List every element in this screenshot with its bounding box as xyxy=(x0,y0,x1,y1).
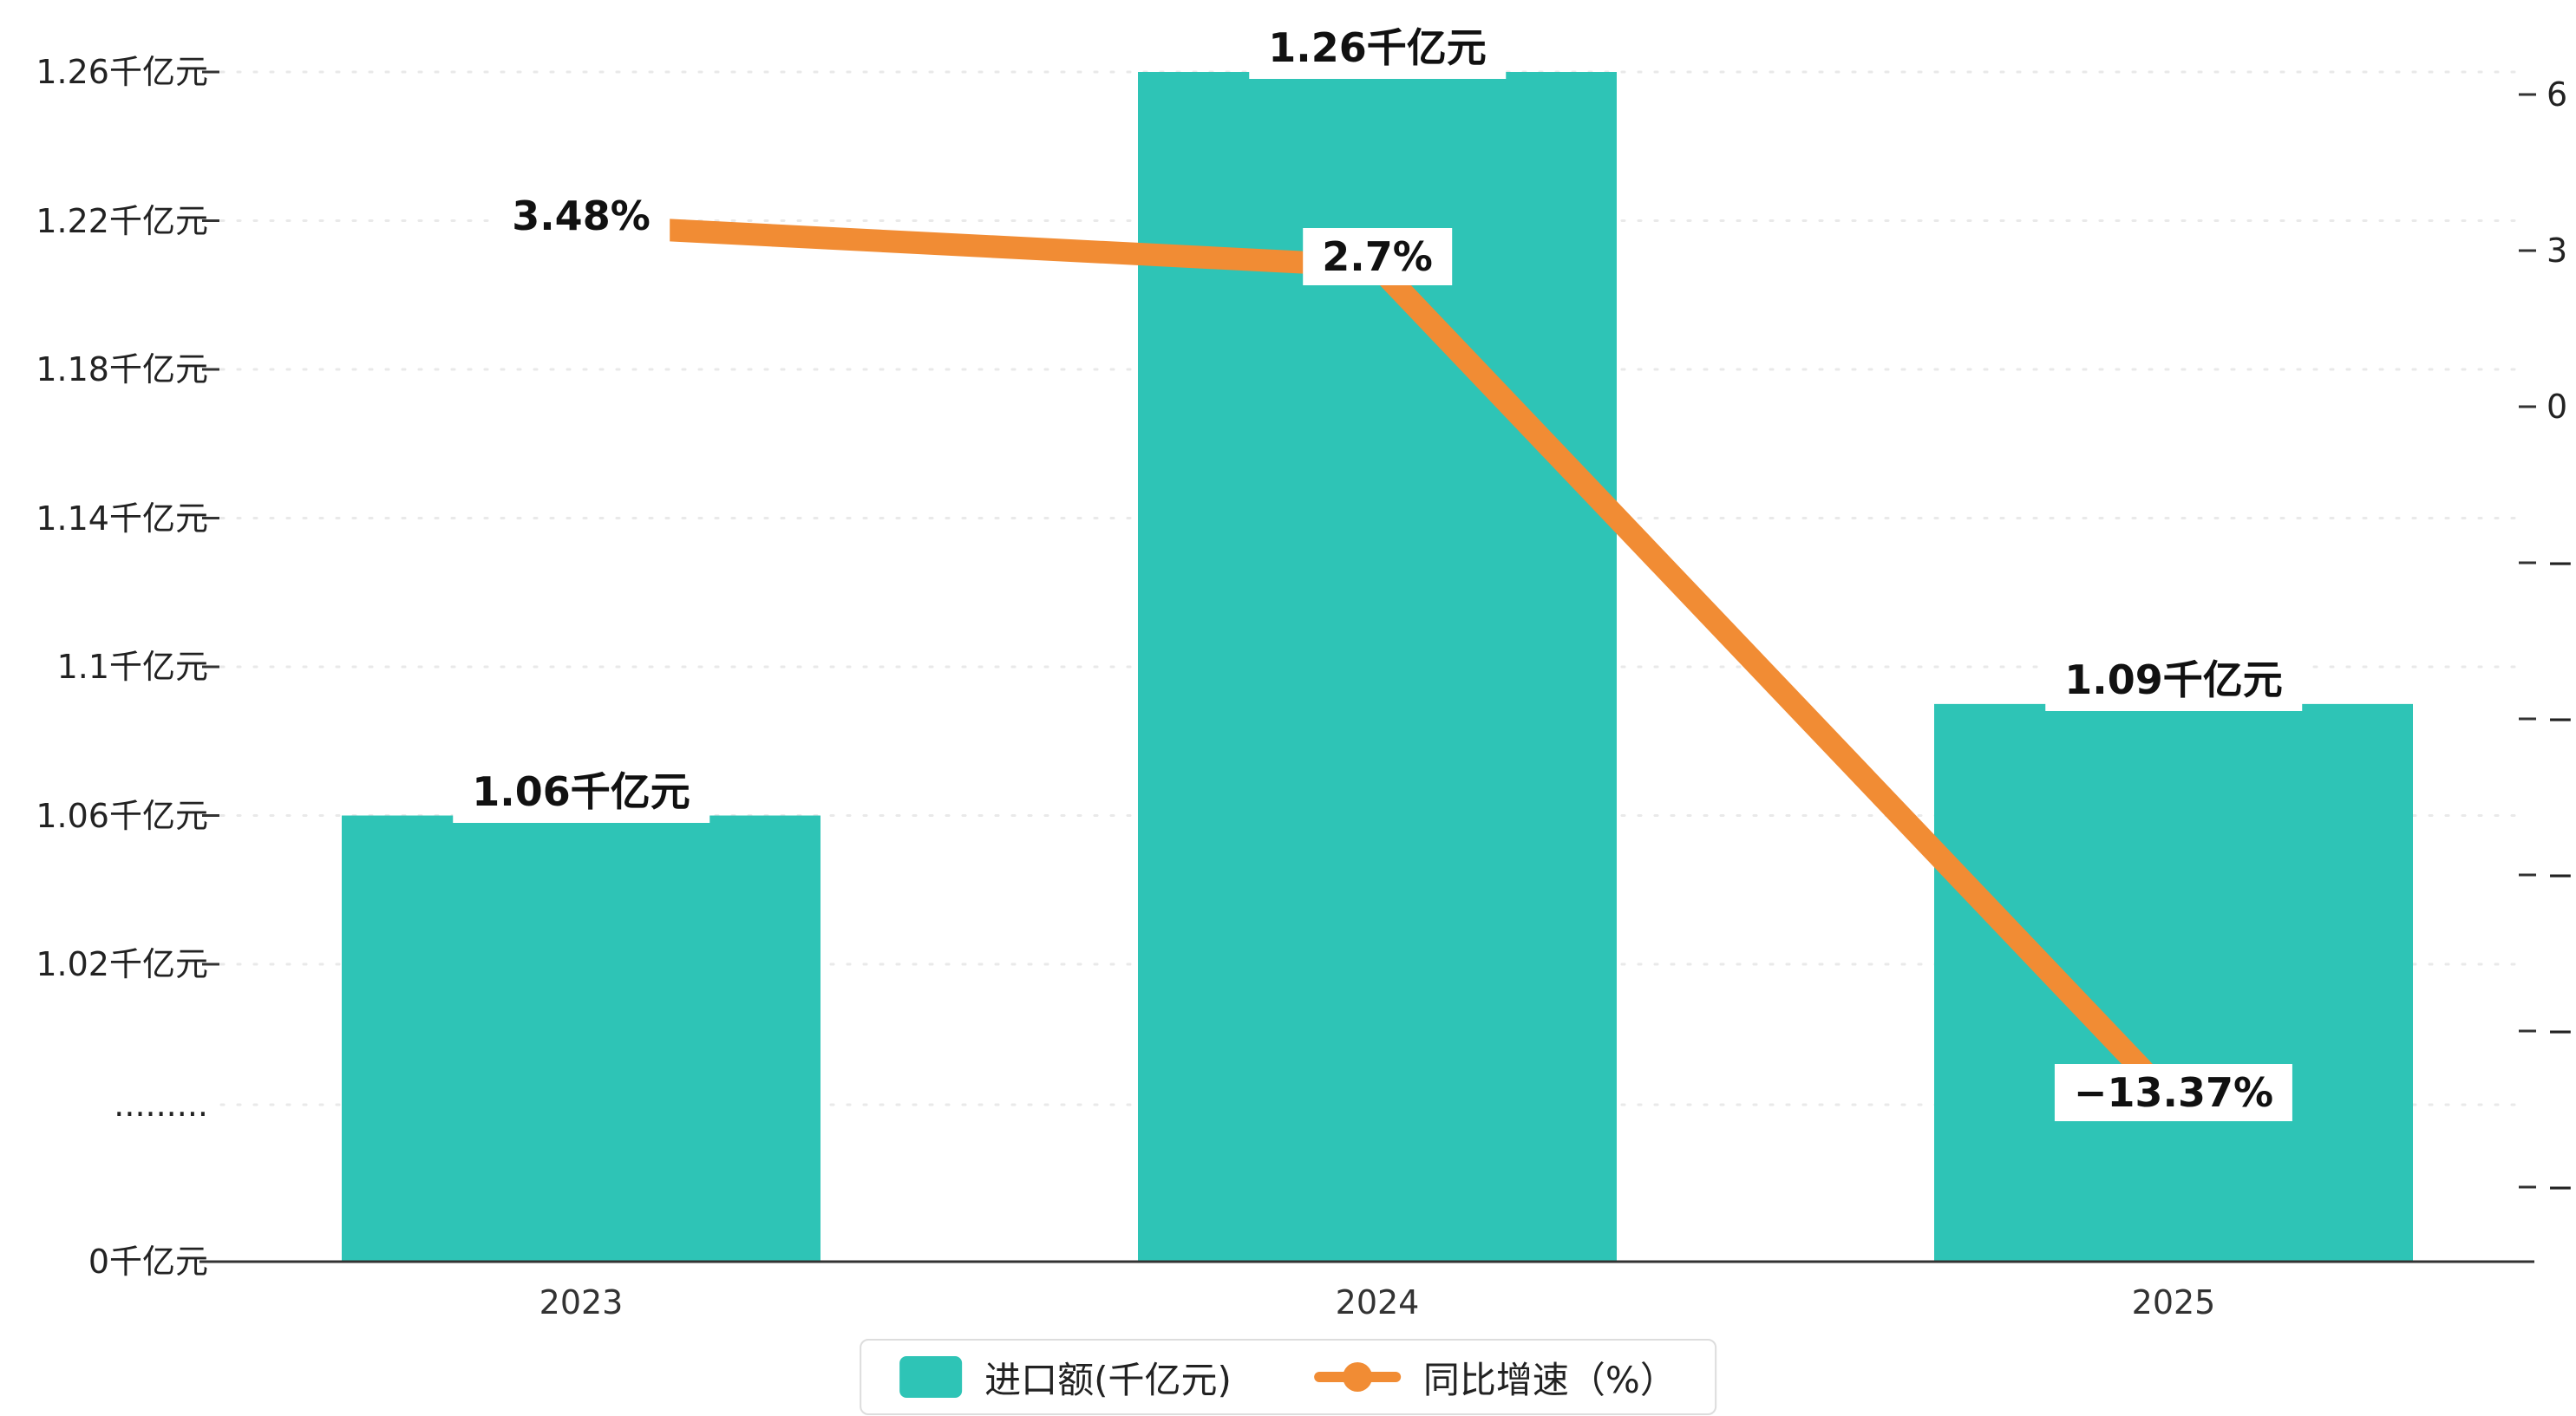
y-left-tick-label: 1.06千亿元 xyxy=(36,796,208,835)
legend-label-import-value: 进口额(千亿元) xyxy=(984,1358,1232,1401)
y-left-tick-label: 1.26千亿元 xyxy=(36,53,208,91)
bar-2023 xyxy=(342,815,821,1262)
legend-item-growth-rate[interactable]: 同比增速（%） xyxy=(1313,1351,1677,1404)
line-series-marker xyxy=(1313,1362,1401,1392)
y-right-tick-label: −9 xyxy=(2547,856,2576,894)
y-left-tick-label: 1.02千亿元 xyxy=(36,945,208,983)
y-left-tick-label: 1.18千亿元 xyxy=(36,350,208,388)
y-right-tick-label: −3 xyxy=(2547,544,2576,582)
y-right-tick-label: 6 xyxy=(2547,75,2568,114)
legend-item-import-value[interactable]: 进口额(千亿元) xyxy=(899,1351,1232,1404)
bar-2025 xyxy=(1934,703,2413,1262)
line-marker-dot-icon xyxy=(1342,1362,1372,1392)
line-value-label-2025: −13.37% xyxy=(2054,1064,2293,1122)
x-tick-label-2023: 2023 xyxy=(539,1283,624,1321)
y-left-tick-label: 1.1千亿元 xyxy=(56,648,208,686)
y-left-tick-label: 1.22千亿元 xyxy=(36,201,208,240)
y-right-tick-label: 0 xyxy=(2547,388,2568,426)
x-tick-label-2024: 2024 xyxy=(1335,1283,1420,1321)
bar-value-label-2025: 1.09千亿元 xyxy=(2045,643,2302,711)
bar-value-label-2024: 1.26千亿元 xyxy=(1249,11,1506,79)
y-left-axis-break-label: ......... xyxy=(114,1086,208,1124)
x-tick-label-2025: 2025 xyxy=(2131,1283,2216,1321)
legend: 进口额(千亿元) 同比增速（%） xyxy=(860,1339,1716,1415)
bar-value-label-2023: 1.06千亿元 xyxy=(453,754,709,823)
bar-series-swatch xyxy=(899,1356,963,1398)
legend-label-growth-rate: 同比增速（%） xyxy=(1422,1358,1677,1401)
y-right-tick-label: −12 xyxy=(2547,1012,2576,1050)
y-left-tick-label: 1.14千亿元 xyxy=(36,499,208,538)
line-value-label-2023: 3.48% xyxy=(493,187,670,245)
y-right-tick-label: 3 xyxy=(2547,232,2568,270)
y-right-tick-label: −15 xyxy=(2547,1168,2576,1206)
y-left-tick-label: 0千亿元 xyxy=(88,1243,208,1281)
line-value-label-2024: 2.7% xyxy=(1303,228,1452,285)
y-right-tick-label: −6 xyxy=(2547,700,2576,738)
